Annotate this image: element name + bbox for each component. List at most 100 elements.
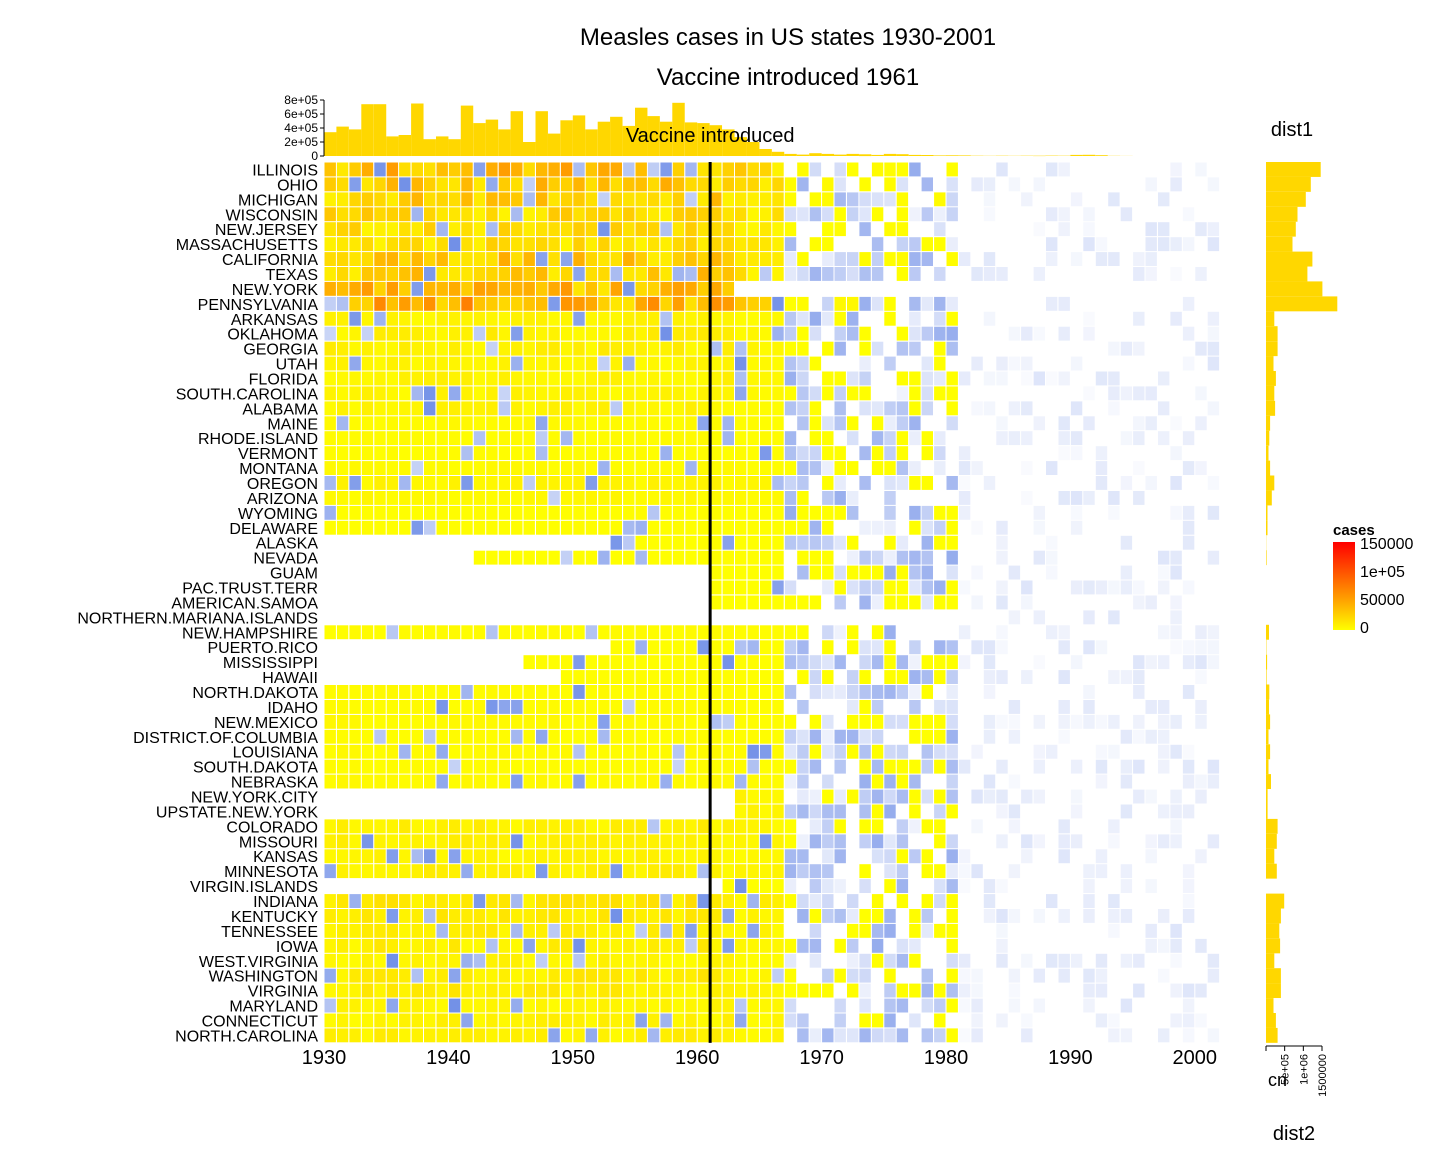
heatmap-cell — [623, 819, 635, 834]
heatmap-cell — [411, 998, 423, 1013]
heatmap-cell — [672, 461, 685, 475]
heatmap-cell — [523, 281, 535, 296]
heatmap-cell — [374, 356, 386, 371]
heatmap-cell — [896, 341, 909, 356]
heatmap-cell — [921, 909, 933, 923]
heatmap-cell — [436, 983, 448, 998]
heatmap-cell — [660, 625, 672, 640]
heatmap-cell — [747, 968, 759, 983]
heatmap-cell — [386, 371, 399, 386]
heatmap-cell — [1145, 222, 1157, 237]
heatmap-cell — [797, 401, 809, 416]
heatmap-cell — [511, 267, 523, 281]
heatmap-cell — [548, 834, 560, 849]
heatmap-cell — [884, 983, 896, 998]
heatmap-cell — [847, 714, 859, 729]
heatmap-cell — [511, 923, 523, 938]
heatmap-cell — [1033, 177, 1045, 192]
heatmap-cell — [921, 580, 933, 595]
heatmap-cell — [772, 565, 784, 580]
heatmap-cell — [884, 1028, 896, 1043]
heatmap-cell — [660, 505, 672, 520]
heatmap-cell — [859, 222, 871, 237]
state-label: DELAWARE — [229, 521, 318, 538]
heatmap-cell — [635, 759, 647, 774]
heatmap-cell — [685, 670, 697, 684]
heatmap-cell — [735, 625, 747, 640]
heatmap-cell — [349, 700, 361, 714]
heatmap-cell — [772, 222, 784, 237]
heatmap-cell — [735, 714, 747, 729]
heatmap-cell — [921, 983, 933, 998]
heatmap-cell — [536, 550, 548, 565]
heatmap-cell — [1133, 655, 1145, 670]
year-total-bar — [448, 139, 461, 156]
heatmap-cell — [735, 326, 747, 341]
heatmap-cell — [374, 222, 386, 237]
heatmap-cell — [710, 774, 722, 789]
heatmap-cell — [461, 685, 473, 699]
right-distribution-bars — [1266, 162, 1338, 1043]
heatmap-cell — [672, 296, 685, 311]
heatmap-cell — [536, 894, 548, 908]
heatmap-cell — [772, 879, 784, 893]
heatmap-cell — [610, 774, 622, 789]
heatmap-cell — [1058, 207, 1070, 222]
heatmap-cell — [473, 505, 486, 520]
heatmap-cell — [548, 476, 560, 490]
heatmap-cell — [336, 505, 349, 520]
heatmap-cell — [896, 177, 909, 192]
heatmap-cell — [623, 535, 635, 550]
heatmap-cell — [461, 222, 473, 237]
heatmap-cell — [386, 341, 399, 356]
heatmap-cell — [486, 222, 498, 237]
heatmap-cell — [399, 834, 411, 849]
heatmap-cell — [336, 356, 349, 371]
heatmap-cell — [598, 341, 610, 356]
heatmap-cell — [884, 222, 896, 237]
heatmap-cell — [573, 894, 585, 908]
heatmap-cell — [411, 401, 423, 416]
heatmap-cell — [548, 700, 560, 714]
heatmap-cell — [324, 625, 336, 640]
heatmap-cell — [697, 222, 710, 237]
heatmap-cell — [1046, 252, 1058, 266]
heatmap-cell — [1158, 968, 1170, 983]
state-label: IDAHO — [267, 700, 318, 717]
heatmap-cell — [672, 774, 685, 789]
heatmap-cell — [436, 1028, 448, 1043]
heatmap-cell — [511, 550, 523, 565]
heatmap-cell — [511, 476, 523, 490]
heatmap-cell — [660, 953, 672, 968]
heatmap-cell — [573, 296, 585, 311]
heatmap-cell — [523, 446, 535, 461]
heatmap-cell — [349, 326, 361, 341]
heatmap-cell — [598, 296, 610, 311]
heatmap-cell — [560, 550, 573, 565]
heatmap-cell — [747, 998, 759, 1013]
heatmap-cell — [772, 744, 784, 759]
heatmap-cell — [473, 998, 486, 1013]
state-label: CONNECTICUT — [202, 1014, 319, 1031]
heatmap-cell — [809, 804, 822, 819]
heatmap-cell — [735, 356, 747, 371]
heatmap-cell — [871, 431, 884, 446]
heatmap-cell — [859, 759, 871, 774]
heatmap-cell — [647, 983, 660, 998]
heatmap-cell — [896, 685, 909, 699]
heatmap-cell — [349, 685, 361, 699]
heatmap-cell — [585, 267, 598, 281]
heatmap-cell — [560, 505, 573, 520]
heatmap-cell — [697, 341, 710, 356]
heatmap-cell — [847, 580, 859, 595]
heatmap-cell — [1195, 789, 1207, 804]
heatmap-cell — [560, 1013, 573, 1028]
heatmap-cell — [797, 595, 809, 610]
year-total-bar — [572, 115, 586, 156]
heatmap-cell — [871, 595, 884, 610]
state-total-bar — [1266, 326, 1278, 342]
heatmap-cell — [374, 267, 386, 281]
heatmap-cell — [685, 162, 697, 177]
state-total-bar — [1266, 863, 1277, 879]
heatmap-cell — [871, 909, 884, 923]
